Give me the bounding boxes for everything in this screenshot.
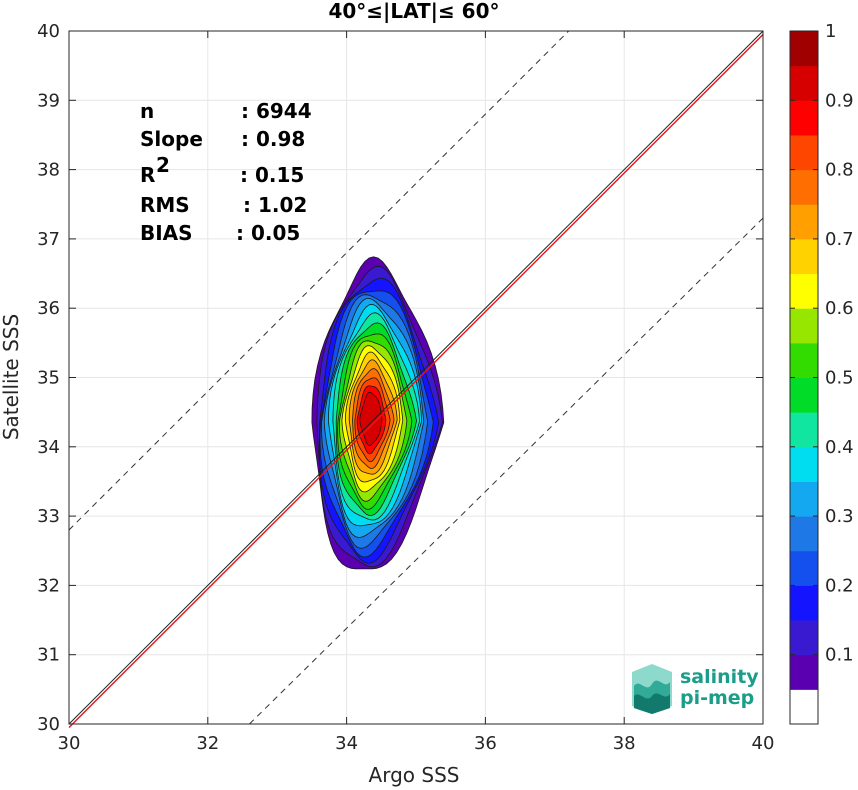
density-contours bbox=[311, 256, 445, 570]
x-tick-label: 34 bbox=[335, 733, 358, 754]
colorbar-tick-label: 0.5 bbox=[825, 368, 854, 389]
stat-value: : 0.98 bbox=[241, 127, 305, 151]
colorbar-band bbox=[790, 342, 818, 378]
logo-mark-icon bbox=[632, 664, 672, 714]
y-tick-label: 34 bbox=[37, 437, 60, 458]
x-tick-label: 40 bbox=[752, 733, 775, 754]
colorbar-band bbox=[790, 481, 818, 517]
colorbar-tick-label: 0.4 bbox=[825, 437, 854, 458]
stat-value: : 0.15 bbox=[240, 163, 304, 187]
colorbar-tick-label: 0.9 bbox=[825, 90, 854, 111]
y-tick-label: 40 bbox=[37, 21, 60, 42]
colorbar-band bbox=[790, 654, 818, 690]
x-axis-label: Argo SSS bbox=[369, 763, 460, 787]
colorbar-band bbox=[790, 516, 818, 552]
stat-value: : 1.02 bbox=[243, 193, 307, 217]
colorbar-band bbox=[790, 31, 818, 67]
one-to-one-line bbox=[68, 30, 764, 725]
regression-line bbox=[68, 33, 764, 728]
colorbar-band bbox=[790, 100, 818, 136]
y-tick-label: 30 bbox=[37, 714, 60, 735]
colorbar-band bbox=[790, 689, 818, 725]
x-tick-label: 36 bbox=[474, 733, 497, 754]
chart-title: 40°≤|LAT|≤ 60° bbox=[328, 0, 499, 23]
stat-label: Slope bbox=[140, 127, 203, 151]
x-tick-label: 32 bbox=[196, 733, 219, 754]
colorbar-tick-label: 0.6 bbox=[825, 298, 854, 319]
colorbar-band bbox=[790, 585, 818, 621]
x-tick-label: 30 bbox=[58, 733, 81, 754]
stat-label: RMS bbox=[140, 193, 190, 217]
colorbar-band bbox=[790, 238, 818, 275]
y-tick-label: 33 bbox=[37, 506, 60, 527]
colorbar-band bbox=[790, 204, 818, 240]
reference-lines bbox=[68, 30, 764, 728]
y-axis-label: Satellite SSS bbox=[0, 314, 23, 440]
stat-superscript: 2 bbox=[156, 153, 170, 177]
colorbar-tick-label: 0.1 bbox=[825, 645, 854, 666]
colorbar-tick-label: 0.3 bbox=[825, 506, 854, 527]
stats-box: n : 6944 Slope : 0.98 R 2 : 0.15 RMS : 1.02 BIAS:… bbox=[140, 99, 312, 245]
colorbar: 0.1 0.2 0.3 0.4 0.5 0.6 0.7 0.8 0.9 1 bbox=[789, 21, 854, 725]
salinity-pi-mep-logo: salinity pi-mep bbox=[632, 664, 759, 714]
y-tick-label: 39 bbox=[37, 90, 60, 111]
colorbar-band bbox=[790, 65, 818, 101]
colorbar-band bbox=[790, 412, 818, 448]
stat-label: BIAS bbox=[140, 221, 193, 245]
stat-label: n bbox=[140, 99, 154, 123]
colorbar-band bbox=[790, 620, 818, 656]
stat-value: : 6944 bbox=[241, 99, 312, 123]
axis-ticks: 30 32 34 36 38 40 30 31 32 33 34 35 36 37 38 39 40 bbox=[37, 21, 774, 754]
logo-text-line1: salinity bbox=[680, 666, 759, 688]
colorbar-tick-label: 0.8 bbox=[825, 160, 854, 181]
colorbar-band bbox=[790, 308, 818, 344]
upper-dashed-line bbox=[68, 30, 570, 531]
colorbar-tick-label: 0.2 bbox=[825, 575, 854, 596]
logo-text-line2: pi-mep bbox=[680, 687, 754, 709]
colorbar-band bbox=[790, 446, 818, 482]
colorbar-band bbox=[790, 169, 818, 205]
colorbar-tick-label: 0.7 bbox=[825, 229, 854, 250]
y-tick-label: 36 bbox=[37, 298, 60, 319]
colorbar-band bbox=[790, 377, 818, 413]
x-tick-label: 38 bbox=[613, 733, 636, 754]
y-tick-label: 31 bbox=[37, 645, 60, 666]
y-tick-label: 35 bbox=[37, 368, 60, 389]
colorbar-tick-label: 1 bbox=[825, 21, 836, 42]
colorbar-band bbox=[790, 273, 818, 309]
stat-label: R bbox=[140, 163, 155, 187]
colorbar-band bbox=[790, 134, 818, 171]
stat-value: : 0.05 bbox=[236, 221, 300, 245]
y-tick-label: 32 bbox=[37, 575, 60, 596]
y-tick-label: 37 bbox=[37, 229, 60, 250]
y-tick-label: 38 bbox=[37, 160, 60, 181]
colorbar-band bbox=[790, 550, 818, 586]
